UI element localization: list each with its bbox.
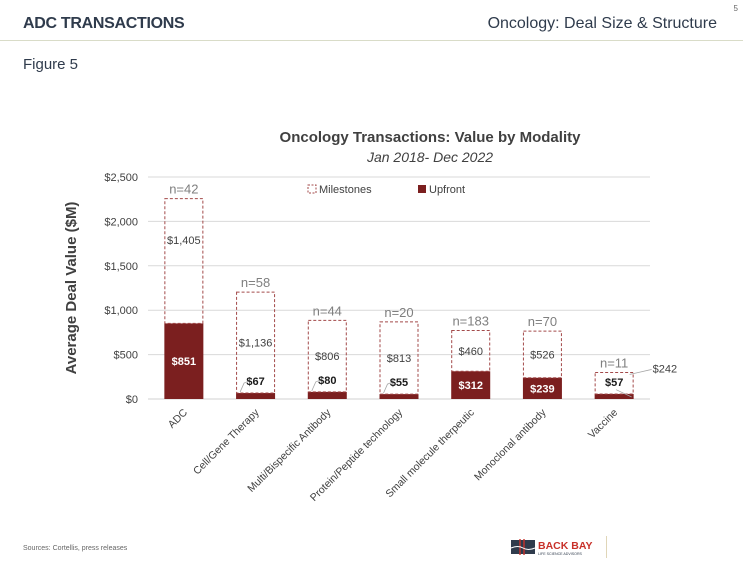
legend-swatch-upfront	[418, 185, 426, 193]
back-bay-logo: BACK BAY LIFE SCIENCE ADVISORS	[510, 539, 592, 556]
chart-title: Oncology Transactions: Value by Modality	[280, 129, 582, 146]
x-tick-label: Vaccine	[586, 407, 620, 441]
callout-line	[615, 389, 632, 398]
count-label: n=70	[528, 314, 557, 329]
upfront-value-label: $312	[458, 380, 482, 392]
upfront-value-label: $55	[390, 377, 408, 389]
x-tick-label: Cell/Gene Therapy	[191, 406, 262, 477]
legend-label-milestones: Milestones	[319, 184, 372, 196]
milestones-value-label: $460	[458, 346, 482, 358]
x-tick-label: ADC	[166, 406, 190, 430]
figure-label: Figure 5	[23, 56, 79, 73]
bar-milestones	[522, 330, 562, 379]
legend-label-upfront: Upfront	[429, 184, 465, 196]
y-tick-label: $1,500	[104, 261, 138, 273]
y-tick-label: $2,000	[104, 216, 138, 228]
y-tick-label: $500	[114, 350, 138, 362]
legend-swatch-milestones	[307, 184, 317, 194]
bar-milestones	[164, 198, 204, 324]
y-tick-label: $0	[126, 394, 138, 406]
section-title: ADC TRANSACTIONS	[23, 15, 185, 32]
bar-upfront	[236, 393, 276, 399]
bar-upfront	[594, 393, 634, 399]
logo-tagline: LIFE SCIENCE ADVISORS	[538, 552, 583, 556]
callout-line	[239, 380, 250, 393]
bar-milestones	[236, 291, 276, 394]
upfront-value-label: $80	[318, 375, 336, 387]
callout-line	[629, 369, 652, 375]
bars: n=42 $1,405 $851 n=58 $1,136 $67 n=44 $806 $80 n=…	[164, 182, 677, 399]
milestones-value-label: $806	[315, 351, 339, 363]
y-tick-label: $1,000	[104, 305, 138, 317]
footer-divider	[606, 536, 607, 558]
upfront-value-label: $239	[530, 383, 554, 395]
bar-upfront	[164, 323, 204, 399]
bar-upfront	[307, 391, 347, 399]
milestones-value-label: $813	[387, 353, 411, 365]
upfront-value-label: $851	[172, 356, 196, 368]
bar-upfront	[451, 371, 491, 399]
callout-line	[311, 379, 321, 392]
page-title: Oncology: Deal Size & Structure	[487, 15, 717, 32]
y-tick-label: $2,500	[104, 172, 138, 184]
gridlines	[148, 176, 650, 400]
upfront-value-label: $57	[605, 377, 623, 389]
y-tick-labels: $0 $500 $1,000 $1,500 $2,000 $2,500	[104, 172, 138, 406]
upfront-value-label: $67	[246, 376, 264, 388]
milestones-value-label: $1,136	[239, 338, 273, 350]
sources-note: Sources: Cortellis, press releases	[23, 545, 128, 552]
chart-subtitle: Jan 2018- Dec 2022	[366, 149, 493, 165]
milestones-value-label: $242	[653, 363, 677, 375]
logo-name: BACK BAY	[538, 540, 592, 552]
page-number: 5	[733, 4, 738, 13]
milestones-value-label: $526	[530, 349, 554, 361]
legend: Milestones Upfront	[307, 184, 465, 196]
header-divider	[0, 40, 743, 41]
count-label: n=58	[241, 275, 270, 290]
y-axis-label: Average Deal Value ($M)	[63, 202, 80, 375]
milestones-value-label: $1,405	[167, 235, 201, 247]
count-label: n=44	[313, 303, 342, 318]
logo-mark-icon	[511, 540, 535, 554]
bar-upfront	[522, 377, 562, 399]
count-label: n=183	[452, 313, 489, 328]
count-label: n=11	[600, 355, 628, 370]
count-label: n=42	[169, 182, 198, 197]
bar-upfront	[379, 394, 419, 399]
bar-milestones	[451, 329, 491, 372]
x-tick-label: Monoclonal antibody	[472, 406, 549, 483]
count-label: n=20	[384, 305, 413, 320]
callout-line	[383, 381, 393, 394]
